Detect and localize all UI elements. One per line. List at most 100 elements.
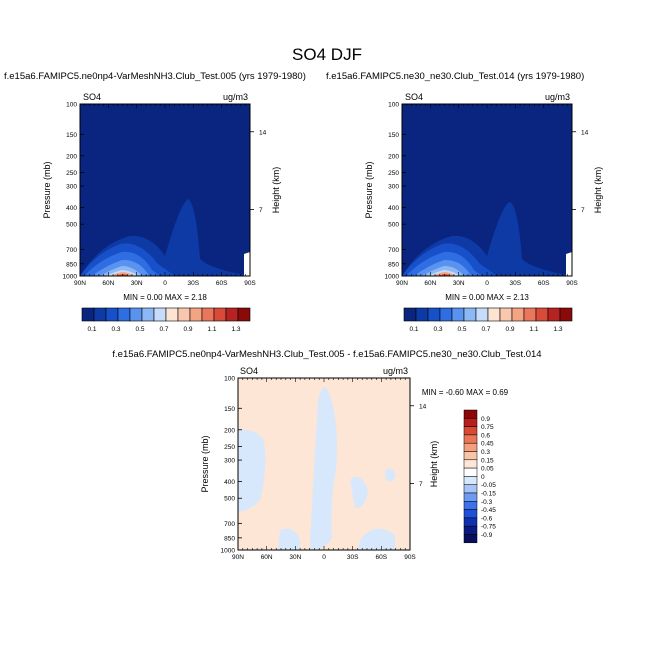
- panel1-colorbar-swatch: [237, 307, 251, 322]
- panel3-colorbar-swatch: [463, 459, 478, 469]
- panel2-stats: MIN = 0.00 MAX = 2.13: [445, 293, 529, 302]
- panel1-colorbar-label: 0.3: [111, 326, 120, 333]
- panel1-colorbar-swatch: [117, 307, 131, 322]
- figure-title: SO4 DJF: [292, 45, 362, 64]
- panel2-y-axis-label: Pressure (mb): [364, 161, 374, 218]
- panel3-y-tick-label: 150: [224, 406, 235, 413]
- panel2-colorbar-swatch: [499, 307, 513, 322]
- panel1-colorbar-swatch: [105, 307, 119, 322]
- panel1-colorbar-swatch: [189, 307, 203, 322]
- panel2-colorbar-swatch: [475, 307, 489, 322]
- panel1-y-tick-label: 300: [66, 184, 77, 191]
- panel1-right-tick-label: 7: [259, 207, 263, 214]
- panel3-colorbar-swatch: [463, 434, 478, 444]
- panel2-colorbar-swatch: [403, 307, 417, 322]
- panel3-colorbar-label: -0.75: [481, 524, 496, 531]
- panel3-colorbar-swatch: [463, 426, 478, 436]
- panel1-right-label: ug/m3: [223, 92, 248, 102]
- panel1-y-tick-label: 200: [66, 153, 77, 160]
- panel1-title: f.e15a6.FAMIPC5.ne0np4-VarMeshNH3.Club_T…: [4, 71, 306, 82]
- panel1-y-tick-label: 400: [66, 205, 77, 212]
- panel2-x-tick-label: 30S: [510, 280, 522, 287]
- panel3-colorbar: 0.90.750.6 0.450.30.15 0.050-0.05 -0.15-0.3…: [463, 409, 496, 544]
- panel3-colorbar-swatch: [463, 442, 478, 452]
- panel2-y-tick-label: 300: [388, 184, 399, 191]
- panel3-y-tick-label: 200: [224, 427, 235, 434]
- panel3-colorbar-swatch: [463, 451, 478, 461]
- panel3-y-axis-label: Pressure (mb): [200, 435, 210, 492]
- panel3-x-tick-label: 90S: [404, 554, 416, 561]
- panel1-x-tick-label: 90S: [244, 280, 256, 287]
- panel1-colorbar-label: 0.7: [159, 326, 168, 333]
- panel3-stats: MIN = -0.60 MAX = 0.69: [422, 388, 509, 397]
- panel3-y-tick-label: 850: [224, 535, 235, 542]
- panel3-colorbar-swatch: [463, 476, 478, 485]
- panel2-x-tick-label: 30N: [453, 280, 465, 287]
- panel1-colorbar-swatch: [153, 307, 167, 322]
- panel2-y-tick-label: 100: [388, 102, 399, 109]
- panel3-colorbar-swatch: [463, 467, 478, 477]
- panel2-colorbar: 0.10.30.50.70.91.11.31.6: [403, 307, 573, 333]
- panel2-colorbar-swatch: [547, 307, 561, 322]
- panel3-right-label: ug/m3: [383, 366, 408, 376]
- panel3-x-tick-label: 60N: [261, 554, 273, 561]
- panel2-colorbar-swatch: [487, 307, 501, 322]
- panel2-y-tick-label: 250: [388, 170, 399, 177]
- panel2-colorbar-label: 0.9: [505, 326, 514, 333]
- panel2-colorbar-label: 0.5: [457, 326, 466, 333]
- panel1-colorbar-label: 0.1: [87, 326, 96, 333]
- panel3-colorbar-label: -0.3: [481, 499, 493, 506]
- panel3-y-tick-label: 1000: [221, 548, 236, 555]
- panel2-colorbar-swatch: [463, 307, 477, 322]
- panel3-y-tick-label: 700: [224, 521, 235, 528]
- panel1-colorbar-label: 0.9: [183, 326, 192, 333]
- panel2-right-tick-label: 14: [581, 129, 589, 136]
- panel3-x-tick-label: 90N: [232, 554, 244, 561]
- panel1-colorbar-label: 1.3: [231, 326, 240, 333]
- panel1-colorbar-swatch: [129, 307, 143, 322]
- panel3-colorbar-label: -0.05: [481, 482, 496, 489]
- panel2-left-label: SO4: [405, 92, 423, 102]
- panel2-colorbar-swatch: [511, 307, 525, 322]
- panel1-colorbar-label: 1.1: [207, 326, 216, 333]
- panel1-x-tick-label: 60N: [102, 280, 114, 287]
- panel2-right-tick-label: 7: [581, 207, 585, 214]
- panel1-colorbar-swatch: [177, 307, 191, 322]
- panel2-y-tick-label: 700: [388, 247, 399, 254]
- panel1-x-tick-label: 30N: [131, 280, 143, 287]
- panel1-y-tick-label: 150: [66, 132, 77, 139]
- panel2-x-tick-label: 60S: [538, 280, 550, 287]
- panel1-left-label: SO4: [83, 92, 101, 102]
- panel3-title: f.e15a6.FAMIPC5.ne0np4-VarMeshNH3.Club_T…: [112, 349, 542, 360]
- panel3-field: [238, 387, 396, 550]
- panel2-right-axis-label: Height (km): [593, 167, 603, 214]
- panel3-x-tick-label: 60S: [376, 554, 388, 561]
- panel1-y-tick-label: 850: [66, 261, 77, 268]
- panel2-colorbar-swatch: [559, 307, 573, 322]
- panel3-colorbar-label: 0.05: [481, 466, 494, 473]
- panel3-right-tick-label: 7: [419, 481, 423, 488]
- panel3-y-tick-label: 100: [224, 376, 235, 383]
- panel3-colorbar-swatch: [463, 517, 478, 527]
- panel1-y-tick-label: 700: [66, 247, 77, 254]
- panel2-x-tick-label: 60N: [424, 280, 436, 287]
- panel2-right-label: ug/m3: [545, 92, 570, 102]
- panel1-y-tick-label: 500: [66, 222, 77, 229]
- panel3-y-tick-label: 250: [224, 444, 235, 451]
- panel3-colorbar-label: -0.45: [481, 507, 496, 514]
- panel3-colorbar-label: 0.3: [481, 449, 490, 456]
- panel1-colorbar-label: 0.5: [135, 326, 144, 333]
- panel3-colorbar-label: -0.9: [481, 532, 493, 539]
- panel1-y-axis-label: Pressure (mb): [42, 161, 52, 218]
- panel1-colorbar: 0.10.30.50.70.91.11.31.6: [81, 307, 251, 333]
- panel1-colorbar-swatch: [141, 307, 155, 322]
- panel2-y-tick-label: 500: [388, 222, 399, 229]
- panel2-y-tick-label: 400: [388, 205, 399, 212]
- panel2-y-tick-label: 850: [388, 261, 399, 268]
- panel3-colorbar-swatch: [463, 409, 478, 419]
- panel3-colorbar-label: 0.75: [481, 424, 494, 431]
- panel3-right-axis-label: Height (km): [429, 441, 439, 488]
- panel2-colorbar-label: 0.7: [481, 326, 490, 333]
- panel3-colorbar-swatch: [463, 501, 478, 510]
